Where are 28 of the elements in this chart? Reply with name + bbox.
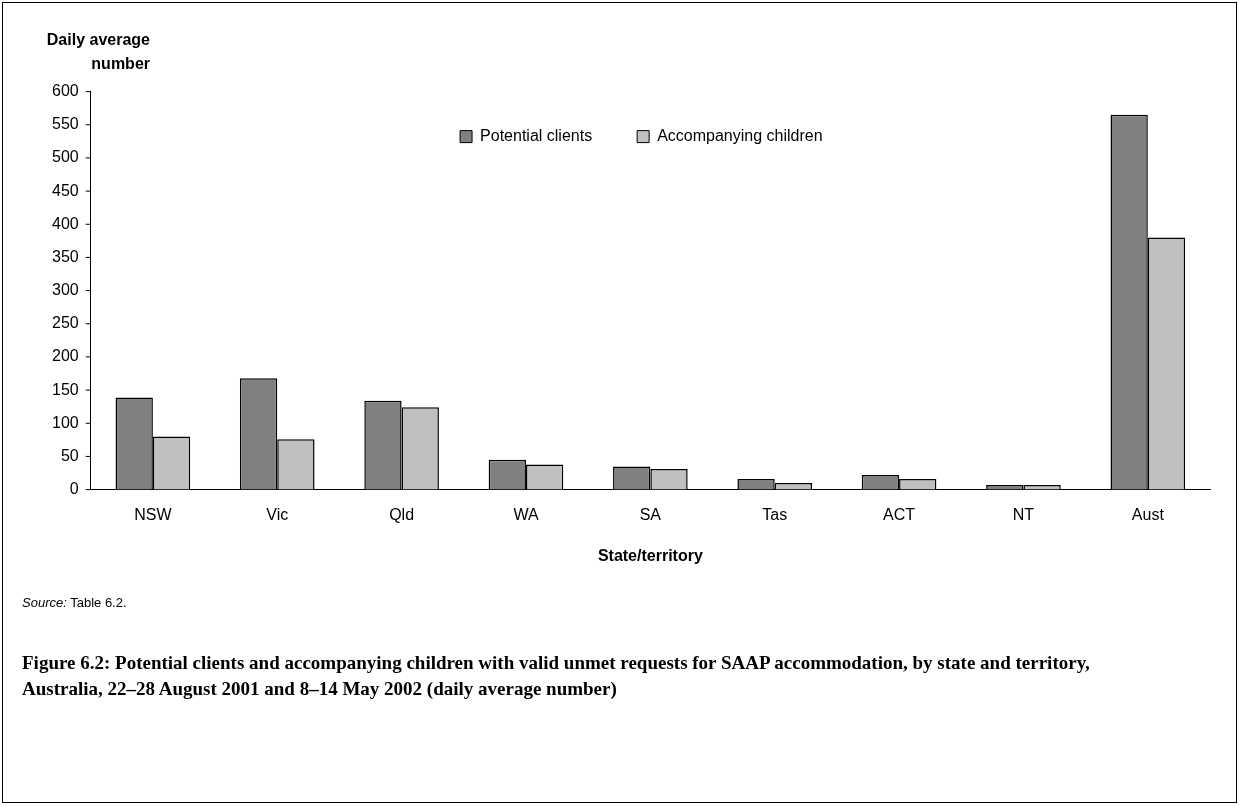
y-tick-label: 250 (51, 314, 79, 332)
x-tick-label: ACT (883, 505, 916, 523)
legend-label: Potential clients (480, 127, 593, 145)
x-axis-title: State/territory (597, 546, 703, 564)
source-note: Source: Table 6.2. (22, 595, 127, 610)
y-tick-label: 550 (51, 115, 79, 133)
x-tick-label: SA (639, 505, 662, 523)
x-tick-label: Aust (1131, 505, 1165, 523)
y-tick-label: 200 (51, 347, 79, 365)
y-tick-label: 0 (69, 480, 79, 498)
y-tick-label: 150 (51, 380, 79, 398)
x-tick-label: Qld (389, 505, 415, 523)
y-tick-label: 400 (51, 214, 79, 232)
x-tick-label: Tas (762, 505, 788, 523)
y-tick-label: 600 (51, 82, 79, 100)
y-axis-title: Daily average number (45, 30, 150, 74)
y-tick-label: 300 (51, 281, 79, 299)
x-tick-label: NSW (134, 505, 173, 523)
y-tick-label: 50 (60, 446, 79, 464)
y-tick-label: 450 (51, 181, 79, 199)
x-tick-label: Vic (266, 505, 289, 523)
y-tick-label: 100 (51, 413, 79, 431)
text: Figure 6.2: Potential clients and accompanying children with valid unmet requests for SAAP accommodation, by state and territory, Australia, 22–28 August 2001 and 8–14 May 2002 (daily average number) (22, 651, 1091, 701)
x-tick-label: WA (513, 505, 539, 523)
y-tick-label: 500 (51, 148, 79, 166)
legend-label: Accompanying children (657, 127, 823, 145)
y-tick-label: 350 (51, 247, 79, 265)
x-tick-label: NT (1012, 505, 1035, 523)
